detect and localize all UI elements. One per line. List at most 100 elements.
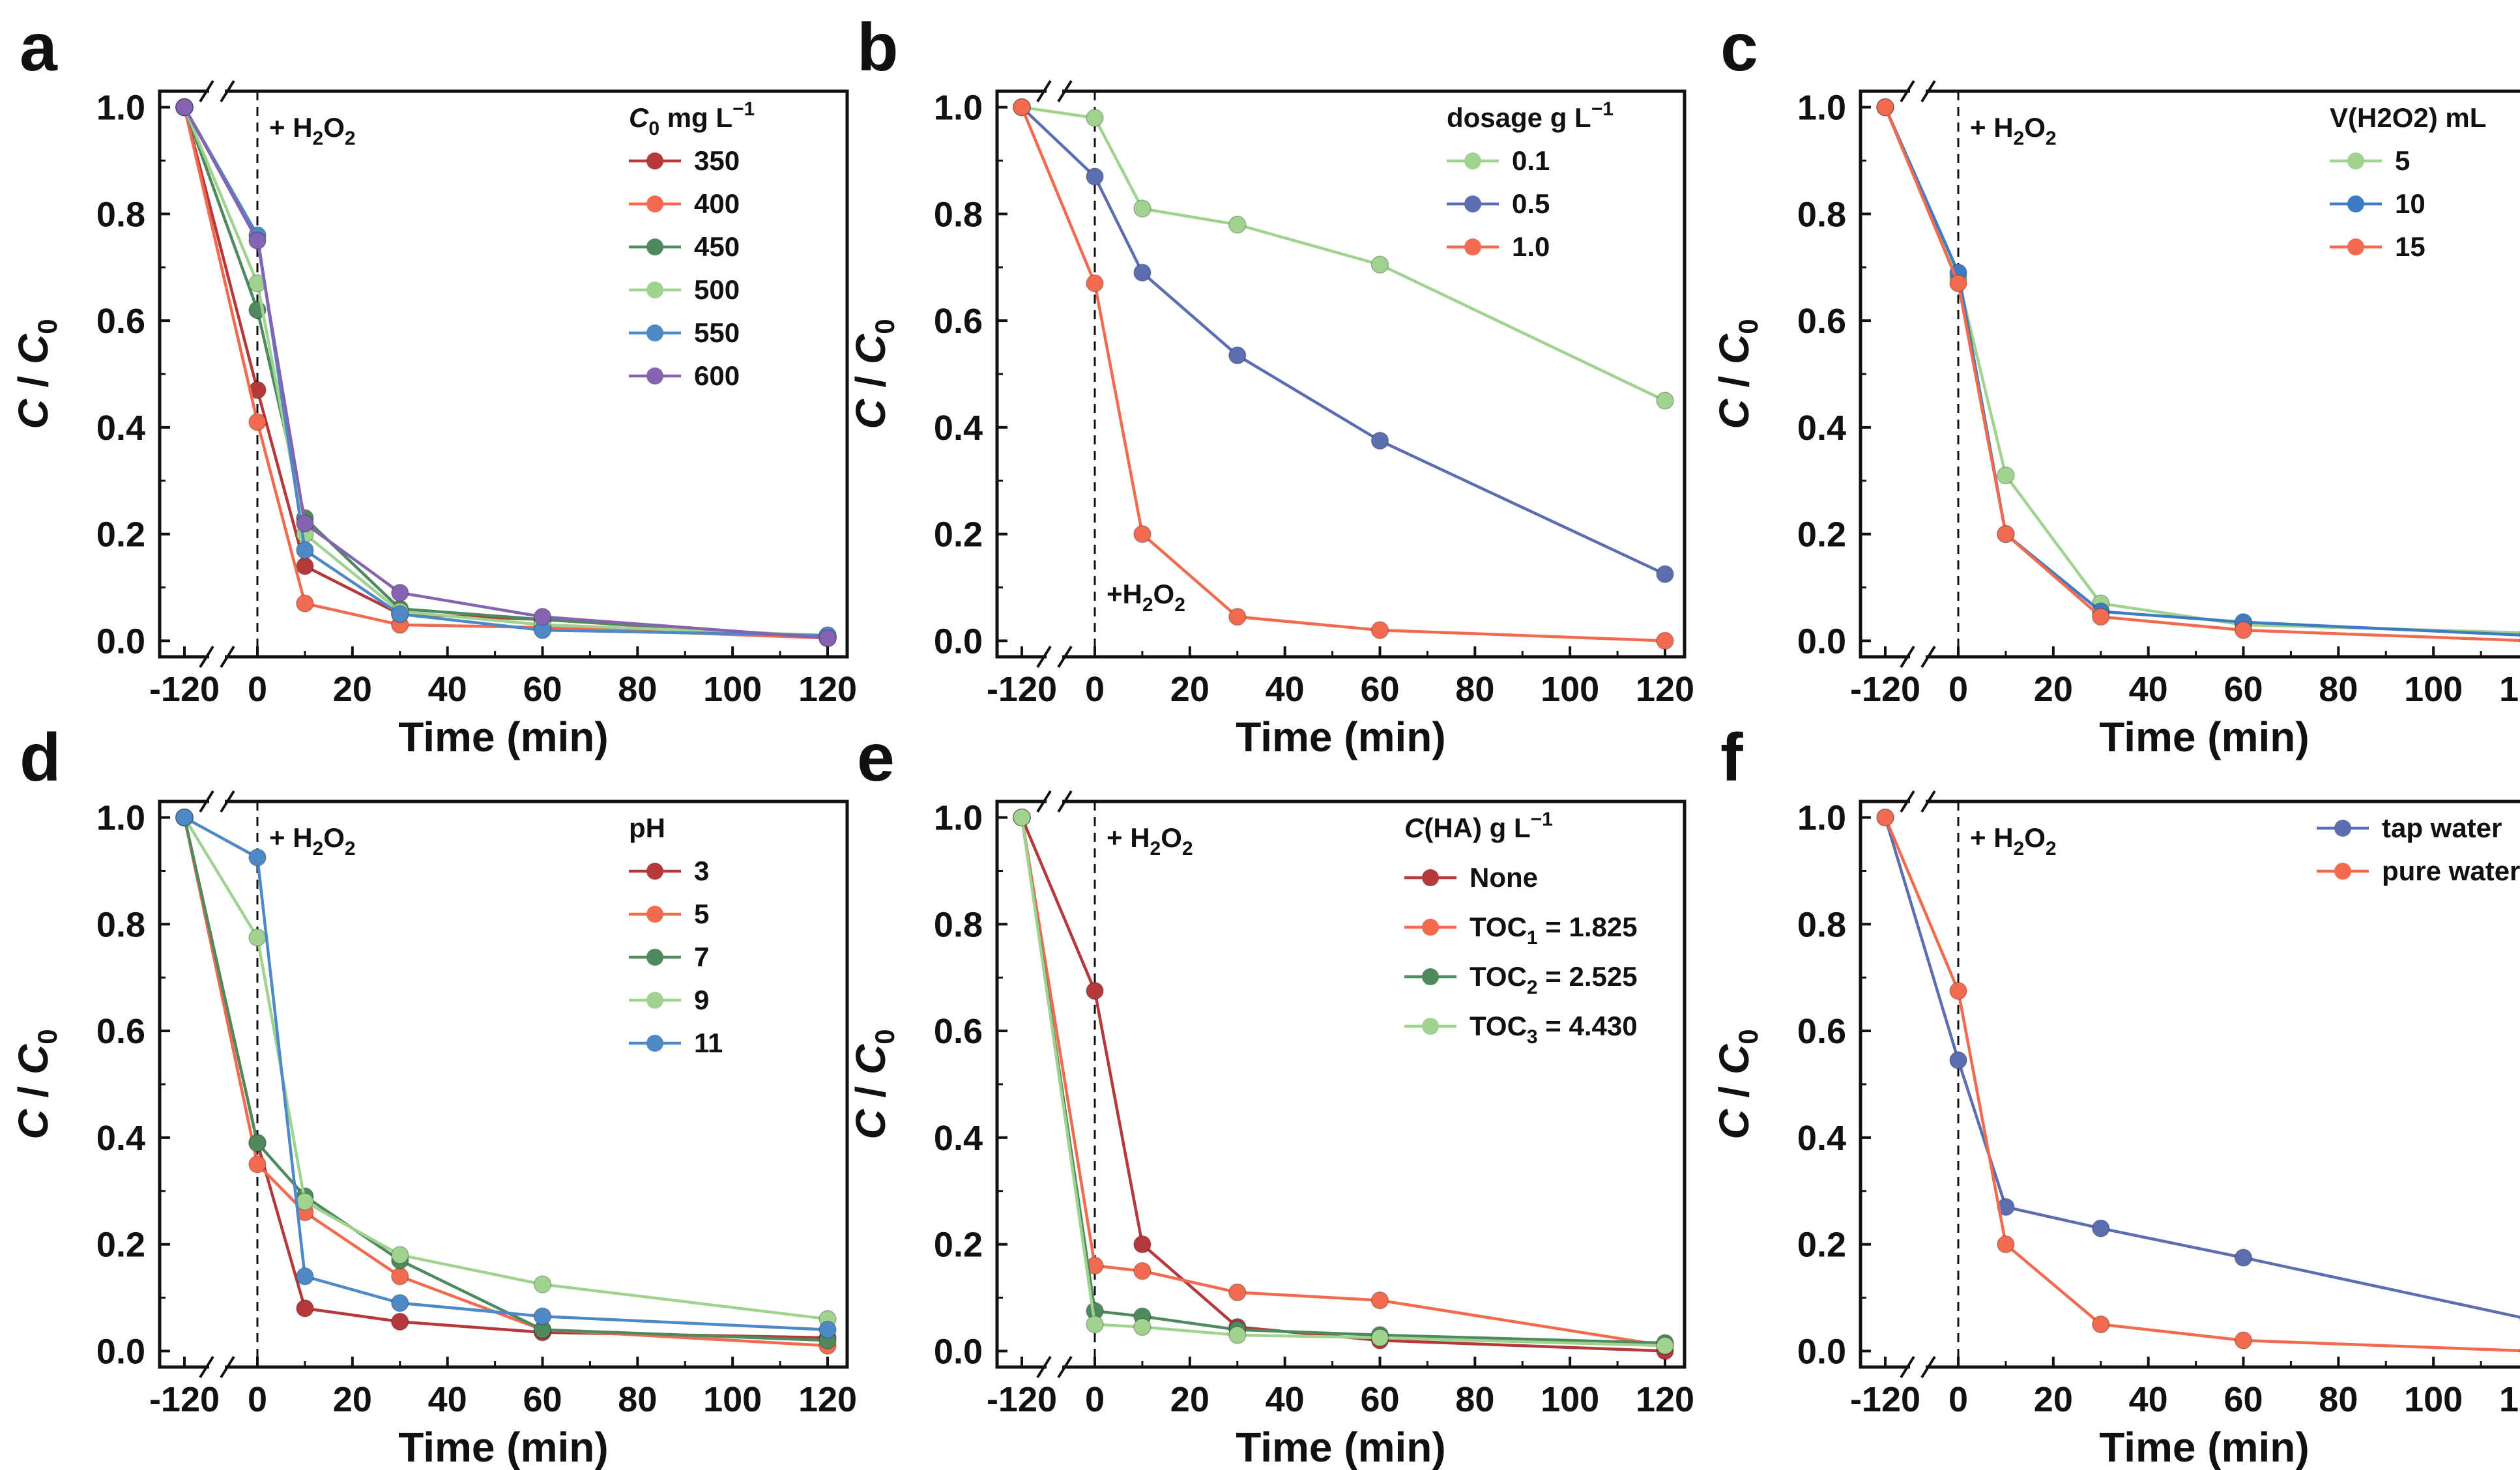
panel-f-letter: f [1720, 720, 1743, 796]
panel-b-data-point [1133, 199, 1151, 218]
panel-c-x-tick-label: 60 [2223, 670, 2263, 709]
panel-a-x-tick-label: -120 [149, 670, 220, 709]
panel-d-series-line [183, 816, 828, 1321]
panel-f-y-tick-label: 0.6 [1797, 1012, 1846, 1051]
panel-b-series-line [1021, 106, 1666, 576]
panel-f-y-tick-label: 0.2 [1797, 1226, 1846, 1265]
panel-d-axis-break-gap [209, 796, 225, 807]
panel-a-axis-break-mark [199, 645, 214, 669]
panel-f-data-point [1876, 808, 1894, 827]
panel-a-frame [158, 89, 849, 659]
panel-e-legend-entry: TOC3 = 4.430 [1470, 1011, 1638, 1048]
panel-e-y-axis-label: C / C0 [847, 1029, 900, 1139]
panel-c-y-tick-label: 0.6 [1797, 302, 1846, 341]
panel-b-y-tick-label: 0.0 [934, 622, 983, 661]
panel-f-axis-break-mark [1920, 790, 1936, 813]
panel-b-data-point [1133, 525, 1151, 543]
panel-f: f -120 0 20 40 60 80 100 120 0.0 0.2 0.4 0.6 0.8 1.0 Ti… [1711, 720, 2520, 1470]
panel-e-series-line [1020, 816, 1666, 1353]
panel-a-legend-entry: 350 [694, 145, 740, 176]
panel-d-data-point [391, 1267, 409, 1286]
panel-c-data-point [1997, 525, 2015, 543]
panel-a-y-axis-label: C / C0 [10, 319, 63, 429]
panel-c-y-tick-label: 0.4 [1797, 409, 1846, 448]
panel-e-series-line [1020, 817, 1666, 1348]
panel-a-data-point [296, 594, 314, 612]
panel-a-data-point [391, 605, 409, 624]
panel-a-series-line [183, 106, 828, 637]
panel-b-data-point [1370, 431, 1389, 450]
panel-b-y-tick-label: 0.6 [934, 302, 983, 341]
panel-d-legend-entry: 7 [694, 942, 709, 972]
panel-b-legend-marker [1464, 152, 1481, 169]
panel-f-legend-marker [2334, 820, 2351, 837]
panel-f-data-point [2234, 1248, 2253, 1267]
panel-e-legend-entry: None [1470, 862, 1538, 893]
panel-e-h2o2-annotation: + H2O2 [1107, 822, 1193, 859]
panel-a-x-tick-label: 120 [798, 670, 857, 709]
panel-a-legend-entry: 500 [694, 274, 740, 305]
panel-d-data-point [248, 929, 267, 947]
panel-d-data-point [248, 848, 267, 867]
panel-a-legend-entry: 450 [694, 231, 740, 262]
panel-b-data-point [1086, 109, 1104, 127]
panel-e-legend-title: C(HA) g L−1 [1404, 809, 1553, 843]
panel-f-axis-break-mark [1920, 1355, 1936, 1379]
panel-b-legend-entry: 0.5 [1512, 188, 1550, 219]
panel-c-legend-marker [2347, 195, 2364, 212]
panel-e-legend-marker [1422, 1018, 1439, 1035]
panel-c-legend-entry: 15 [2395, 231, 2426, 262]
panel-e-data-point [1656, 1336, 1674, 1355]
panel-c-x-tick-label: 80 [2319, 670, 2358, 709]
panel-d-series-line [182, 817, 828, 1342]
panel-a-axis-break-gap [209, 86, 225, 96]
panel-b-axis-break-gap [1047, 86, 1062, 96]
panel-c-letter: c [1720, 10, 1758, 85]
panel-b-legend-marker [1464, 238, 1481, 255]
panel-a-y-tick-label: 0.4 [96, 409, 145, 448]
panel-e-x-tick-label: 20 [1170, 1380, 1209, 1419]
panel-f-data-point [1949, 1051, 1967, 1069]
panel-d-y-tick-label: 0.8 [96, 905, 145, 944]
panel-a-series-line [182, 106, 828, 639]
panel-e-axis-break-mark [1036, 790, 1052, 813]
panel-b-data-point [1013, 98, 1031, 117]
panel-c-series-line [1883, 106, 2520, 637]
panel-d-frame [158, 800, 849, 1369]
panel-d-data-point [391, 1246, 409, 1264]
panel-f-axis-break-gap [1910, 796, 1926, 807]
panel-c-x-tick-label: 100 [2404, 670, 2463, 709]
panel-b-data-point [1086, 274, 1104, 293]
panel-c-data-point [2092, 607, 2110, 626]
panel-a-axis-break-gap [209, 652, 225, 662]
panel-d-data-point [175, 808, 194, 827]
panel-c-x-tick-label: 40 [2129, 670, 2168, 709]
panel-b-y-tick-label: 0.8 [934, 195, 983, 234]
panel-d-x-tick-label: 0 [248, 1380, 267, 1419]
panel-d-x-tick-label: 40 [428, 1380, 467, 1419]
panel-a-series-line [182, 107, 828, 640]
panel-d-data-point [296, 1192, 314, 1211]
panel-f-y-tick-label: 0.4 [1797, 1119, 1846, 1158]
panel-b-legend-entry: 1.0 [1512, 231, 1550, 262]
panel-c-axis-break-gap [1910, 652, 1926, 662]
panel-e-legend-marker [1422, 869, 1439, 886]
panel-e-x-axis-label: Time (min) [1236, 1424, 1445, 1470]
panel-c-data-point [2234, 621, 2253, 639]
panel-e-legend-entry: TOC1 = 1.825 [1470, 912, 1638, 949]
panel-f-x-tick-label: 0 [1948, 1380, 1968, 1419]
panel-f-axis-break-mark [1900, 1355, 1915, 1379]
panel-d-x-tick-label: 120 [798, 1380, 857, 1419]
panel-d: d -120 0 20 40 60 80 100 120 0.0 0.2 0.4 0.6 0.8 1.0 Ti… [10, 720, 857, 1470]
panel-b-axis-break-gap [1047, 652, 1062, 662]
panel-b-x-tick-label: -120 [987, 670, 1057, 709]
panel-d-axis-break-mark [199, 1355, 214, 1379]
panel-d-letter: d [20, 720, 61, 796]
panel-a-y-tick-label: 1.0 [96, 89, 145, 128]
panel-f-series-line [1883, 816, 2520, 1353]
panel-b-h2o2-annotation: +H2O2 [1107, 579, 1185, 616]
panel-b-y-tick-label: 0.2 [934, 515, 983, 555]
panel-e-y-tick-label: 0.0 [934, 1332, 983, 1371]
panel-a-x-axis-label: Time (min) [398, 713, 608, 760]
panel-f-x-tick-label: 40 [2129, 1380, 2168, 1419]
